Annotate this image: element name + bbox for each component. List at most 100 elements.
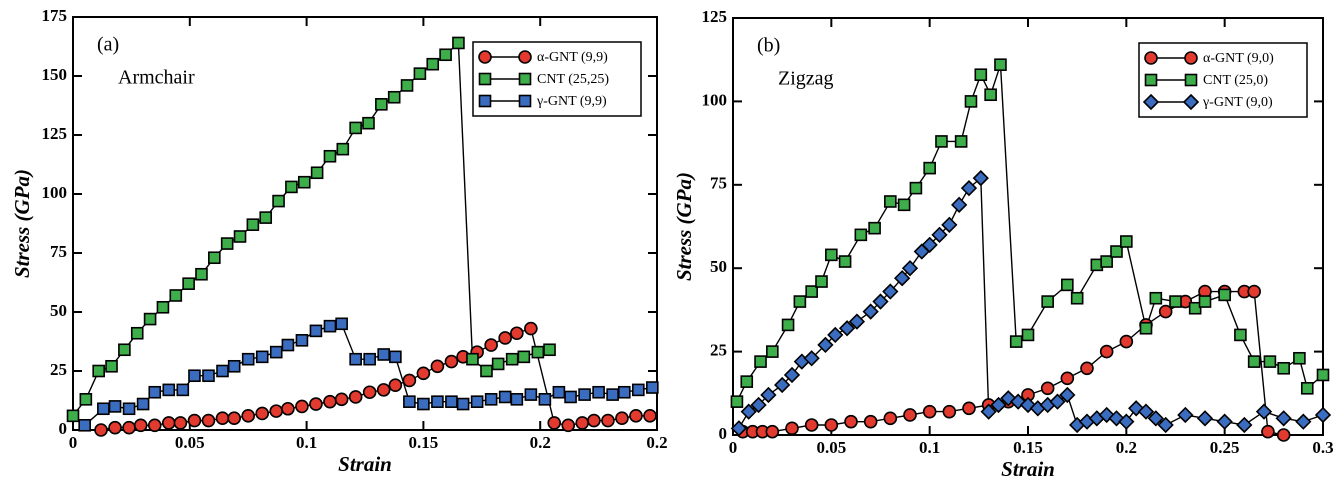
data-point bbox=[78, 418, 91, 432]
data-point bbox=[161, 416, 176, 430]
data-point bbox=[1120, 235, 1133, 248]
x-tick-label: 0.3 bbox=[1312, 438, 1333, 457]
x-tick-label: 0.05 bbox=[816, 438, 846, 457]
data-point bbox=[1216, 413, 1233, 430]
data-point bbox=[466, 352, 479, 366]
data-point bbox=[760, 386, 777, 404]
legend-marker bbox=[518, 50, 532, 64]
data-point bbox=[403, 395, 416, 408]
data-point bbox=[94, 423, 108, 437]
data-point bbox=[617, 385, 631, 399]
data-point bbox=[524, 388, 538, 401]
data-point bbox=[323, 394, 337, 409]
data-point bbox=[389, 350, 402, 364]
data-point bbox=[310, 166, 324, 180]
legend-marker bbox=[1144, 51, 1158, 65]
series-line bbox=[84, 322, 653, 426]
legend-marker bbox=[1142, 93, 1160, 111]
data-point bbox=[1218, 288, 1231, 302]
data-point bbox=[1177, 406, 1194, 424]
data-point bbox=[838, 255, 852, 268]
data-point bbox=[606, 388, 619, 401]
legend-marker bbox=[1182, 93, 1200, 111]
data-point bbox=[531, 345, 545, 359]
series-line bbox=[100, 327, 650, 431]
data-point bbox=[909, 181, 923, 195]
data-point bbox=[1196, 410, 1214, 427]
data-point bbox=[962, 401, 976, 416]
data-point bbox=[105, 359, 118, 373]
data-point bbox=[147, 418, 162, 433]
data-point bbox=[156, 300, 170, 314]
data-point bbox=[246, 218, 260, 231]
data-point bbox=[510, 326, 524, 341]
data-point bbox=[388, 378, 403, 392]
legend-marker bbox=[518, 94, 532, 108]
data-point bbox=[538, 393, 552, 406]
data-point bbox=[122, 402, 136, 416]
x-tick-label: 0.15 bbox=[1013, 438, 1043, 457]
data-point bbox=[148, 385, 162, 399]
legend-label: α-GNT (9,0) bbox=[1203, 51, 1274, 66]
data-point bbox=[838, 320, 856, 337]
data-point bbox=[173, 416, 188, 430]
data-point bbox=[994, 58, 1007, 72]
x-tick-label: 0.1 bbox=[296, 433, 317, 452]
data-point bbox=[974, 68, 988, 82]
data-point bbox=[1009, 335, 1023, 348]
legend-label: α-GNT (9,9) bbox=[537, 50, 608, 65]
data-point bbox=[592, 385, 605, 399]
data-point bbox=[561, 418, 576, 433]
data-point bbox=[510, 393, 524, 406]
data-point bbox=[79, 393, 93, 406]
data-point bbox=[774, 376, 791, 394]
data-point bbox=[431, 395, 444, 408]
data-point bbox=[730, 395, 744, 408]
data-point bbox=[377, 348, 390, 361]
data-point bbox=[1100, 255, 1113, 268]
data-point bbox=[295, 399, 309, 414]
data-point bbox=[227, 411, 241, 426]
data-point bbox=[848, 313, 866, 330]
data-point bbox=[754, 355, 767, 368]
data-point bbox=[281, 338, 295, 352]
data-point bbox=[805, 285, 818, 298]
data-point bbox=[413, 67, 427, 80]
data-point bbox=[1314, 406, 1332, 424]
data-point bbox=[362, 385, 377, 400]
y-tick-label: 0 bbox=[719, 424, 728, 443]
data-point bbox=[484, 393, 498, 406]
y-tick-label: 175 bbox=[42, 6, 68, 25]
y-tick-label: 0 bbox=[59, 419, 68, 438]
data-point bbox=[903, 408, 917, 422]
data-point bbox=[220, 237, 234, 250]
data-point bbox=[323, 149, 337, 163]
data-point bbox=[108, 400, 122, 413]
data-point bbox=[894, 270, 911, 287]
data-point bbox=[162, 383, 176, 397]
data-point bbox=[1300, 381, 1314, 395]
legend-marker bbox=[1184, 51, 1198, 65]
y-tick-label: 150 bbox=[42, 65, 68, 84]
data-point bbox=[1010, 393, 1027, 410]
data-point bbox=[498, 390, 512, 404]
x-tick-label: 0.15 bbox=[409, 433, 439, 452]
data-point bbox=[1198, 295, 1212, 308]
data-point bbox=[202, 369, 215, 383]
data-point bbox=[1099, 344, 1114, 359]
data-point bbox=[524, 321, 538, 336]
y-tick-label: 50 bbox=[50, 301, 67, 320]
data-point bbox=[964, 95, 978, 108]
data-point bbox=[400, 79, 414, 92]
data-point bbox=[817, 336, 834, 354]
data-point bbox=[827, 326, 844, 344]
data-point bbox=[844, 414, 858, 429]
legend-label: CNT (25,0) bbox=[1203, 73, 1268, 88]
data-point bbox=[882, 283, 899, 300]
data-point bbox=[92, 364, 105, 378]
data-point bbox=[781, 318, 795, 332]
data-point bbox=[1059, 386, 1076, 404]
data-point bbox=[854, 228, 868, 242]
legend-label: CNT (25,25) bbox=[537, 72, 609, 87]
